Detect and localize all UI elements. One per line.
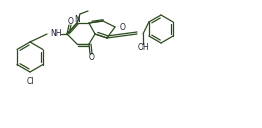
Text: NH: NH bbox=[50, 29, 62, 39]
Text: O: O bbox=[68, 17, 74, 25]
Text: O: O bbox=[120, 23, 126, 31]
Text: OH: OH bbox=[137, 44, 149, 52]
Text: N: N bbox=[74, 15, 80, 24]
Text: Cl: Cl bbox=[26, 77, 34, 86]
Text: O: O bbox=[89, 54, 95, 62]
